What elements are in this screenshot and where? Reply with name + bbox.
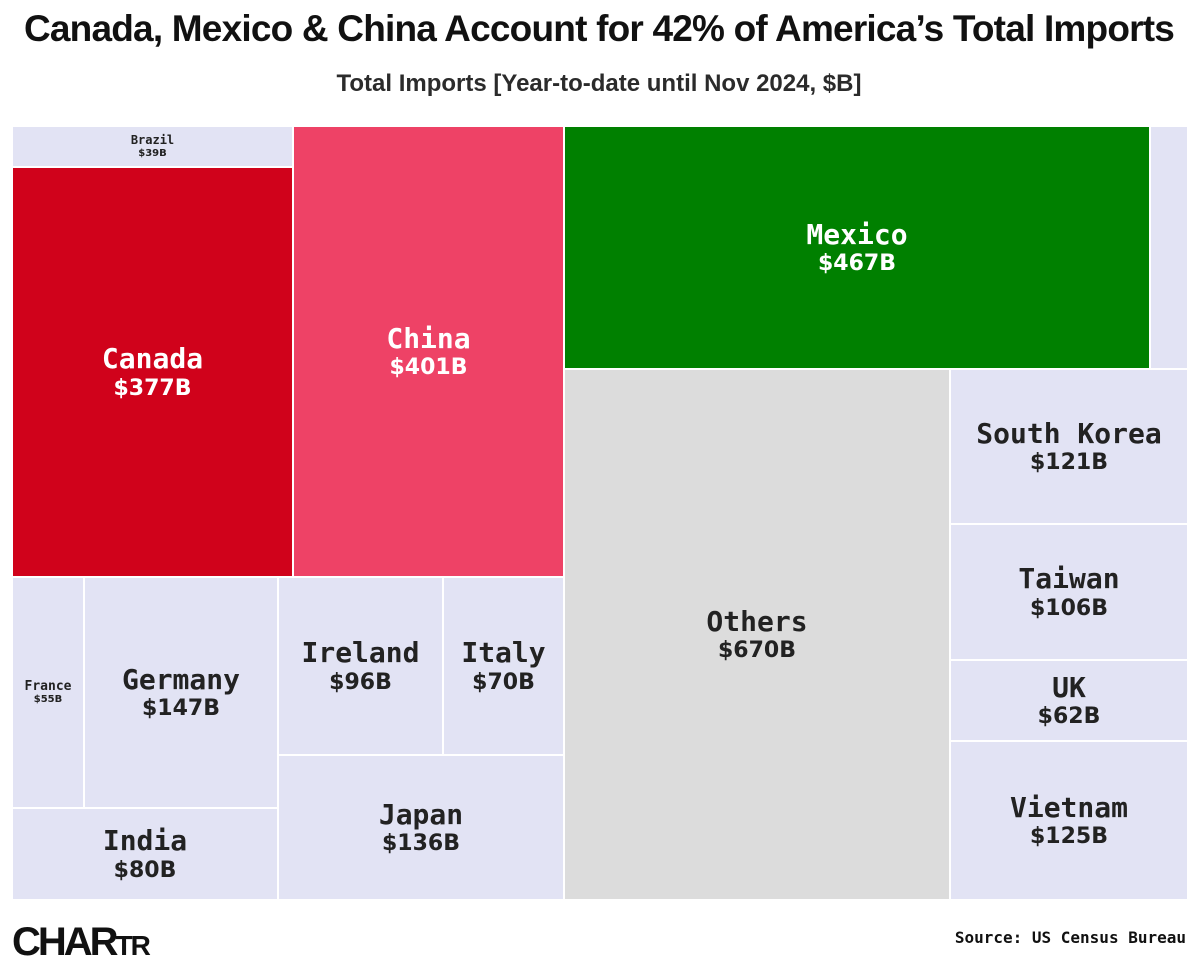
- tile-brazil: Brazil $39B: [12, 126, 293, 167]
- tile-value-ireland: $96B: [329, 669, 392, 695]
- tile-india: India $80B: [12, 808, 278, 900]
- tile-label-france: France: [24, 678, 72, 694]
- tile-label-vietnam: Vietnam: [1009, 790, 1128, 824]
- tile-label-italy: Italy: [461, 636, 546, 669]
- tile-value-vietnam: $125B: [1030, 824, 1108, 850]
- tile-value-italy: $70B: [472, 669, 535, 695]
- tile-label-germany: Germany: [121, 662, 240, 696]
- tile-value-south-korea: $121B: [1030, 450, 1108, 476]
- tile-label-taiwan: Taiwan: [1018, 562, 1120, 595]
- tile-value-uk: $62B: [1037, 704, 1101, 730]
- tile-value-japan: $136B: [382, 831, 460, 857]
- logo-small-text: TR: [115, 930, 151, 961]
- tile-label-japan: Japan: [378, 797, 464, 831]
- tile-value-brazil: $39B: [138, 147, 167, 159]
- tile-italy: Italy $70B: [443, 577, 564, 755]
- tile-others: Others $670B: [564, 369, 950, 900]
- tile-vietnam: Vietnam $125B: [950, 741, 1188, 900]
- tile-japan: Japan $136B: [278, 755, 564, 900]
- tile-south-korea: South Korea $121B: [950, 369, 1188, 524]
- tile-label-south-korea: South Korea: [976, 416, 1162, 450]
- tile-label-india: India: [102, 824, 188, 857]
- tile-mexico: Mexico $467B: [564, 126, 1150, 369]
- tile-value-canada: $377B: [113, 375, 192, 401]
- chart-title: Canada, Mexico & China Account for 42% o…: [23, 8, 1175, 49]
- treemap-filler: [1150, 126, 1188, 369]
- tile-uk: UK $62B: [950, 660, 1188, 741]
- tile-value-mexico: $467B: [818, 251, 896, 277]
- source-note: Source: US Census Bureau: [954, 928, 1186, 947]
- tile-label-china: China: [386, 321, 471, 355]
- tile-label-mexico: Mexico: [806, 217, 908, 251]
- chartr-logo: CHARTR: [12, 920, 151, 964]
- chart-subtitle: Total Imports [Year-to-date until Nov 20…: [336, 70, 862, 97]
- tile-label-ireland: Ireland: [301, 636, 420, 669]
- tile-label-uk: UK: [1052, 670, 1086, 704]
- treemap: Brazil $39B Canada $377B China $401B Mexico $46…: [12, 126, 1188, 900]
- logo-main-text: CHAR: [12, 920, 119, 964]
- tile-value-china: $401B: [389, 355, 468, 381]
- tile-value-india: $80B: [113, 857, 177, 883]
- tile-ireland: Ireland $96B: [278, 577, 443, 755]
- tile-china: China $401B: [293, 126, 564, 577]
- tile-value-taiwan: $106B: [1030, 595, 1108, 621]
- tile-value-france: $55B: [33, 694, 63, 706]
- tile-canada: Canada $377B: [12, 167, 293, 577]
- tile-label-canada: Canada: [101, 342, 204, 375]
- tile-label-others: Others: [706, 604, 808, 638]
- tile-value-germany: $147B: [142, 696, 220, 722]
- tile-france: France $55B: [12, 577, 84, 808]
- tile-taiwan: Taiwan $106B: [950, 524, 1188, 660]
- tile-label-brazil: Brazil: [130, 133, 175, 148]
- tile-germany: Germany $147B: [84, 577, 278, 808]
- tile-value-others: $670B: [718, 638, 796, 664]
